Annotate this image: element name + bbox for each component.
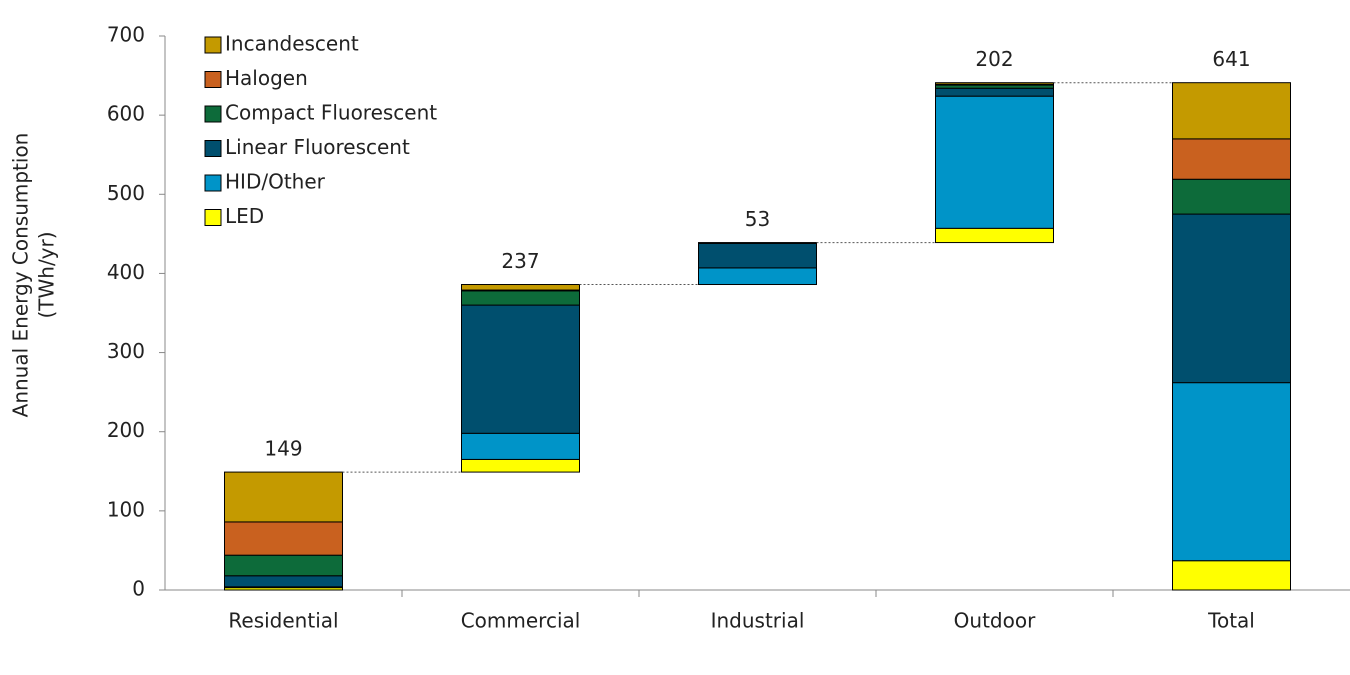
legend-label: LED (225, 204, 264, 228)
y-axis-label: Annual Energy Consumption (9, 133, 33, 418)
legend-swatch (204, 71, 222, 88)
total-label: 149 (264, 437, 302, 461)
y-tick-label: 200 (107, 418, 145, 442)
legend-label: Halogen (225, 66, 308, 90)
x-tick-label: Total (1207, 609, 1255, 633)
bar-segment (1172, 178, 1291, 215)
legend-label: HID/Other (225, 170, 326, 194)
y-tick-label: 100 (107, 497, 145, 521)
total-label: 237 (501, 249, 539, 273)
y-tick-label: 300 (107, 339, 145, 363)
total-label: 641 (1212, 47, 1250, 71)
y-tick-label: 700 (107, 23, 145, 47)
legend-label: Incandescent (225, 32, 359, 56)
legend-label: Compact Fluorescent (225, 101, 437, 125)
legend-swatch (204, 36, 222, 54)
bar-segment (1172, 82, 1291, 140)
bar-segment (935, 227, 1054, 244)
x-tick-label: Outdoor (954, 609, 1036, 633)
bar-segment (224, 554, 343, 577)
bar-segment (461, 290, 580, 306)
x-tick-label: Industrial (711, 609, 805, 633)
x-tick-label: Commercial (461, 609, 581, 633)
bar-segment (224, 471, 343, 523)
total-label: 202 (975, 47, 1013, 71)
bar-segment (461, 284, 580, 291)
bar-segment (1172, 382, 1291, 562)
y-tick-label: 500 (107, 181, 145, 205)
bar-segment (461, 432, 580, 460)
bar-segment (224, 575, 343, 588)
y-tick-label: 0 (132, 577, 145, 601)
bar-segment (698, 267, 817, 286)
bar-segment (1172, 213, 1291, 384)
total-label: 53 (745, 207, 770, 231)
x-tick-label: Residential (228, 609, 338, 633)
bar-segment (935, 82, 1054, 85)
bar-segment (1172, 560, 1291, 591)
bar-segment (461, 304, 580, 434)
legend-swatch (204, 209, 222, 226)
y-tick-label: 400 (107, 260, 145, 284)
bar-segment (935, 87, 1054, 97)
legend-swatch (204, 140, 222, 157)
bar-segment (698, 242, 817, 269)
bar-segment (461, 458, 580, 473)
bar-segment (698, 242, 817, 244)
y-axis-label: (TWh/yr) (35, 231, 59, 318)
y-tick-label: 600 (107, 102, 145, 126)
legend-swatch (204, 105, 222, 123)
bar-segment (224, 521, 343, 556)
legend-label: Linear Fluorescent (225, 135, 410, 159)
legend-swatch (204, 174, 222, 192)
bar-segment (935, 95, 1054, 229)
bar-segment (1172, 138, 1291, 180)
